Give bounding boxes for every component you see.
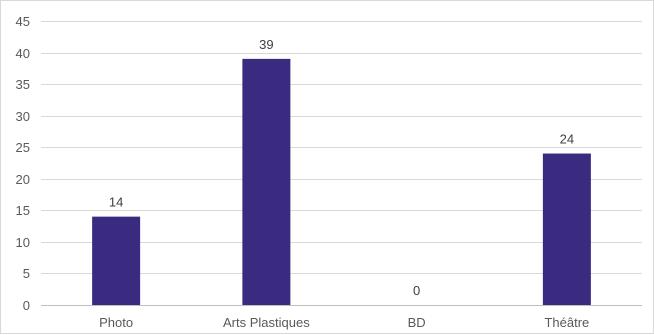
bars bbox=[92, 58, 591, 305]
gridlines bbox=[41, 21, 642, 274]
x-tick-label-bd: BD bbox=[408, 315, 426, 330]
data-label-photo: 14 bbox=[109, 195, 123, 210]
bar-th-tre bbox=[542, 153, 591, 305]
y-tick-label-10: 10 bbox=[16, 235, 30, 250]
labels: 0 5 10 15 20 25 30 35 40 45 14 Photo 39 Arts Plastiqu… bbox=[16, 14, 590, 330]
y-tick-label-30: 30 bbox=[16, 109, 30, 124]
x-tick-label-arts-plastiques: Arts Plastiques bbox=[223, 315, 310, 330]
y-tick-label-0: 0 bbox=[23, 298, 30, 313]
y-tick-label-5: 5 bbox=[23, 266, 30, 281]
bar-arts-plastiques bbox=[242, 58, 291, 305]
y-tick-label-40: 40 bbox=[16, 46, 30, 61]
y-tick-label-15: 15 bbox=[16, 203, 30, 218]
y-tick-label-45: 45 bbox=[16, 14, 30, 29]
x-tick-label-th-tre: Théâtre bbox=[544, 315, 589, 330]
data-label-bd: 0 bbox=[413, 283, 420, 298]
data-label-arts-plastiques: 39 bbox=[259, 37, 273, 52]
y-tick-label-20: 20 bbox=[16, 172, 30, 187]
y-tick-label-25: 25 bbox=[16, 140, 30, 155]
bar-photo bbox=[92, 216, 141, 305]
x-tick-label-photo: Photo bbox=[99, 315, 133, 330]
y-tick-label-35: 35 bbox=[16, 77, 30, 92]
data-label-th-tre: 24 bbox=[560, 132, 574, 147]
